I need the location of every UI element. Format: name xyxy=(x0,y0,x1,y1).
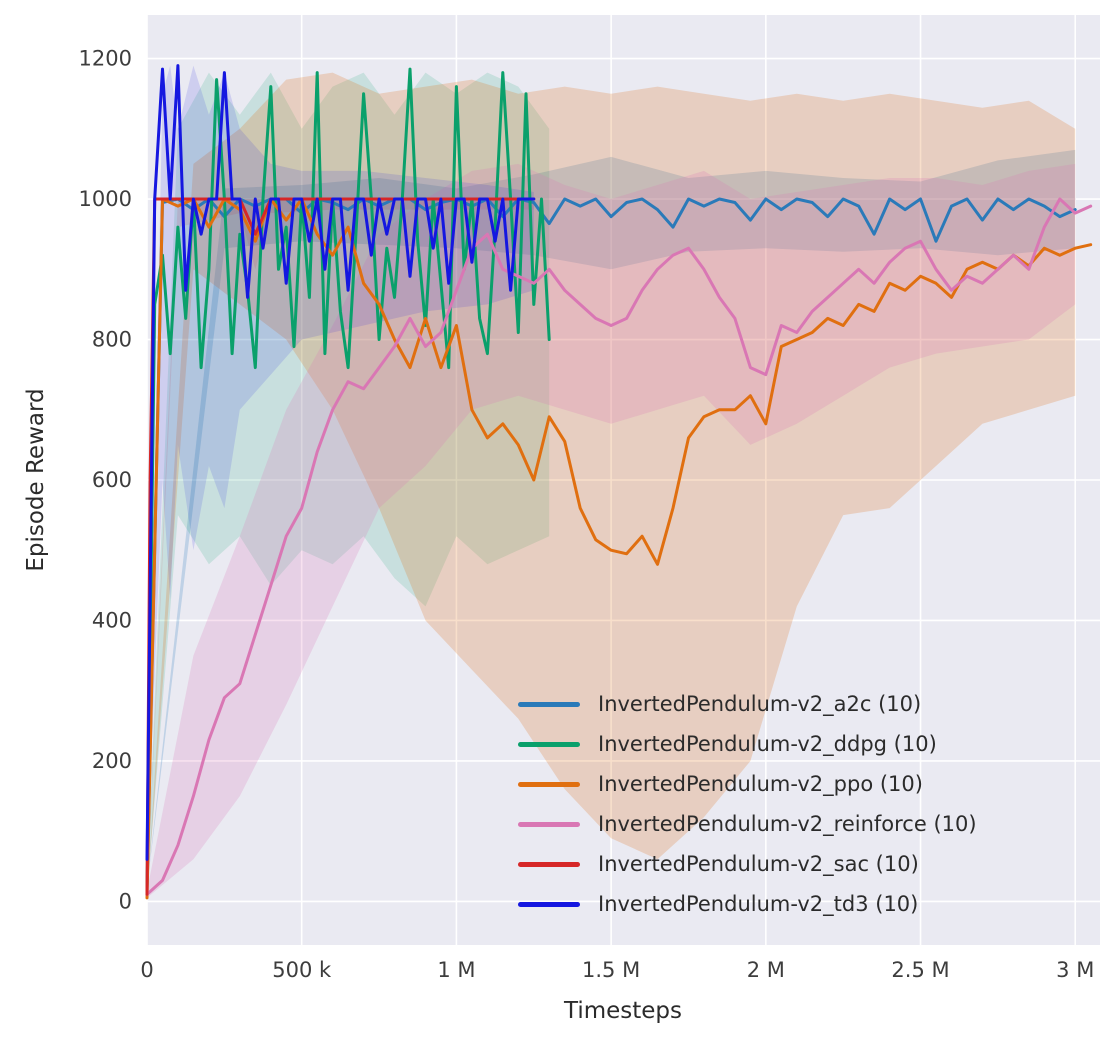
legend: InvertedPendulum-v2_a2c (10) InvertedPend… xyxy=(518,684,977,924)
y-tick-label: 800 xyxy=(92,328,132,352)
legend-swatch-td3 xyxy=(518,901,580,907)
legend-item-sac: InvertedPendulum-v2_sac (10) xyxy=(518,844,977,884)
legend-item-td3: InvertedPendulum-v2_td3 (10) xyxy=(518,884,977,924)
legend-label-ddpg: InvertedPendulum-v2_ddpg (10) xyxy=(598,732,937,756)
x-tick-label: 3 M xyxy=(1056,958,1094,982)
legend-label-reinforce: InvertedPendulum-v2_reinforce (10) xyxy=(598,812,977,836)
legend-item-ddpg: InvertedPendulum-v2_ddpg (10) xyxy=(518,724,977,764)
x-tick-label: 500 k xyxy=(272,958,332,982)
y-tick-label: 1000 xyxy=(79,187,132,211)
legend-item-ppo: InvertedPendulum-v2_ppo (10) xyxy=(518,764,977,804)
legend-label-sac: InvertedPendulum-v2_sac (10) xyxy=(598,852,919,876)
legend-swatch-sac xyxy=(518,861,580,867)
legend-item-a2c: InvertedPendulum-v2_a2c (10) xyxy=(518,684,977,724)
line-reinforce xyxy=(145,197,1093,896)
legend-item-reinforce: InvertedPendulum-v2_reinforce (10) xyxy=(518,804,977,844)
y-tick-label: 200 xyxy=(92,749,132,773)
y-tick-label: 0 xyxy=(119,889,132,913)
line-ddpg xyxy=(145,67,551,893)
x-tick-label: 0 xyxy=(140,958,153,982)
x-tick-label: 2.5 M xyxy=(891,958,949,982)
y-tick-label: 400 xyxy=(92,608,132,632)
y-tick-label: 600 xyxy=(92,468,132,492)
band-a2c xyxy=(147,149,1076,888)
legend-swatch-a2c xyxy=(518,701,580,707)
x-tick-label: 2 M xyxy=(747,958,785,982)
legend-label-a2c: InvertedPendulum-v2_a2c (10) xyxy=(598,692,922,716)
line-td3 xyxy=(145,64,536,861)
x-tick-label: 1 M xyxy=(437,958,475,982)
x-tick-label: 1.5 M xyxy=(582,958,640,982)
y-tick-label: 1200 xyxy=(79,47,132,71)
y-axis-title: Episode Reward xyxy=(23,388,49,572)
legend-swatch-ppo xyxy=(518,781,580,787)
legend-label-ppo: InvertedPendulum-v2_ppo (10) xyxy=(598,772,923,796)
legend-swatch-ddpg xyxy=(518,741,580,747)
band-ppo xyxy=(147,72,1076,898)
x-axis-title: Timesteps xyxy=(563,998,683,1024)
legend-label-td3: InvertedPendulum-v2_td3 (10) xyxy=(598,892,919,916)
legend-swatch-reinforce xyxy=(518,821,580,827)
band-reinforce xyxy=(147,163,1076,898)
